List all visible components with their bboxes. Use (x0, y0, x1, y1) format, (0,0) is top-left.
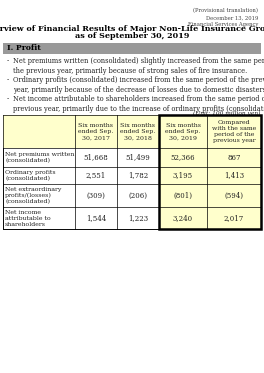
Text: Net income attributable to shareholders increased from the same period of the
pr: Net income attributable to shareholders … (13, 95, 264, 113)
Text: Six months
ended Sep.
30, 2018: Six months ended Sep. 30, 2018 (120, 123, 156, 140)
Bar (3, 43, 261, 54)
Text: as of September 30, 2019: as of September 30, 2019 (75, 32, 189, 40)
Text: (594): (594) (224, 191, 243, 200)
Text: -: - (7, 95, 9, 103)
Text: 51,668: 51,668 (84, 154, 109, 162)
Text: (801): (801) (173, 191, 192, 200)
Text: (Unit: 100 million yen): (Unit: 100 million yen) (193, 111, 260, 116)
Bar (159, 115, 261, 229)
Text: (206): (206) (129, 191, 148, 200)
Text: Compared
with the same
period of the
previous year: Compared with the same period of the pre… (212, 120, 256, 143)
Text: Net extraordinary
profits/(losses)
(consolidated): Net extraordinary profits/(losses) (cons… (5, 187, 61, 204)
Text: 1,223: 1,223 (128, 214, 148, 222)
Text: Six months
ended Sep.
30, 2017: Six months ended Sep. 30, 2017 (78, 123, 114, 140)
Text: 52,366: 52,366 (171, 154, 195, 162)
Text: 1,413: 1,413 (224, 172, 244, 179)
Text: (309): (309) (87, 191, 105, 200)
Text: 3,195: 3,195 (173, 172, 193, 179)
Text: 1,782: 1,782 (128, 172, 148, 179)
Text: I. Profit: I. Profit (7, 44, 41, 53)
Text: 51,499: 51,499 (126, 154, 150, 162)
Bar (159, 115, 261, 229)
Text: 2,017: 2,017 (224, 214, 244, 222)
Text: 867: 867 (227, 154, 241, 162)
Bar (3, 115, 261, 229)
Text: Ordinary profits (consolidated) increased from the same period of the previous
y: Ordinary profits (consolidated) increase… (13, 76, 264, 94)
Text: Net premiums written
(consolidated): Net premiums written (consolidated) (5, 152, 74, 163)
Text: Net income
attributable to
shareholders: Net income attributable to shareholders (5, 210, 51, 226)
Text: 3,240: 3,240 (173, 214, 193, 222)
Text: Overview of Financial Results of Major Non-Life Insurance Groups: Overview of Financial Results of Major N… (0, 25, 264, 33)
Text: 1,544: 1,544 (86, 214, 106, 222)
Text: Ordinary profits
(consolidated): Ordinary profits (consolidated) (5, 170, 56, 181)
Text: Net premiums written (consolidated) slightly increased from the same period of
t: Net premiums written (consolidated) slig… (13, 57, 264, 75)
Text: -: - (7, 76, 9, 84)
Bar (3, 115, 261, 148)
Text: (Provisional translation)
December 13, 2019
Financial Services Agency: (Provisional translation) December 13, 2… (188, 8, 258, 27)
Text: Six months
ended Sep.
30, 2019: Six months ended Sep. 30, 2019 (165, 123, 201, 140)
Text: -: - (7, 57, 9, 65)
Text: 2,551: 2,551 (86, 172, 106, 179)
